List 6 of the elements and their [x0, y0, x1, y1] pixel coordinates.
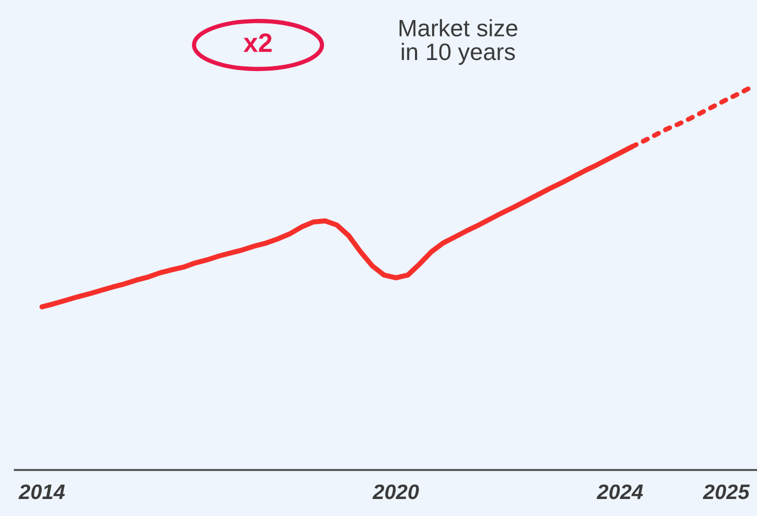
- x-tick-label: 2020: [372, 484, 419, 500]
- x-tick-label: 2024: [596, 484, 643, 500]
- text: x2: [244, 33, 272, 52]
- x-tick-label: 2025: [702, 484, 750, 500]
- x-tick-label: 2014: [18, 484, 65, 500]
- text: Market size in 10 years: [400, 19, 518, 65]
